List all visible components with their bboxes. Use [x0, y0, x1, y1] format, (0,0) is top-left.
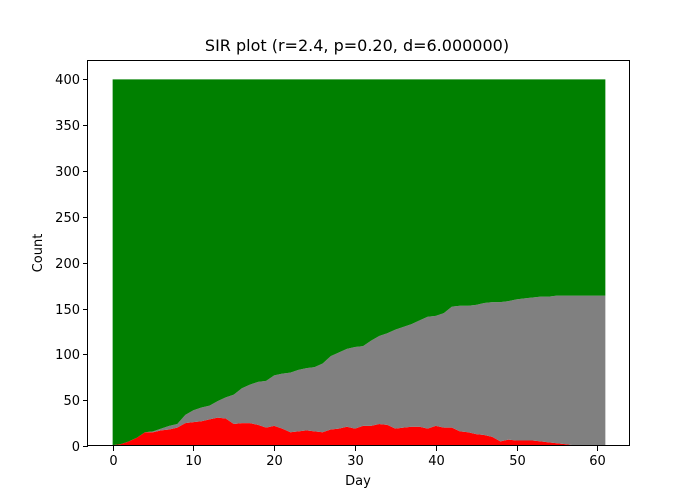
y-tick-label: 0 — [72, 440, 80, 455]
y-tick-label: 250 — [55, 211, 80, 226]
x-tick-label: 30 — [347, 454, 364, 469]
stacked-areas — [112, 79, 606, 446]
y-tick-label: 300 — [55, 165, 80, 180]
x-axis-label: Day — [345, 474, 371, 489]
y-axis-label: Count — [31, 234, 46, 273]
area-susceptible — [112, 79, 606, 446]
area-infected — [112, 417, 606, 446]
x-tick-label: 10 — [185, 454, 202, 469]
x-tick-label: 40 — [428, 454, 445, 469]
y-tick-label: 400 — [55, 73, 80, 88]
y-tick-label: 350 — [55, 119, 80, 134]
y-tick-label: 100 — [55, 348, 80, 363]
y-tick-label: 150 — [55, 303, 80, 318]
x-tick-label: 60 — [589, 454, 606, 469]
y-tick-label: 200 — [55, 257, 80, 272]
x-axis-ticks: 0 10 20 30 40 50 60 — [109, 446, 606, 469]
y-axis-ticks: 0 50 100 150 200 250 300 350 400 — [55, 73, 88, 455]
plot-frame — [87, 60, 630, 446]
y-tick-label: 50 — [63, 394, 80, 409]
x-tick-label: 50 — [509, 454, 526, 469]
area-recovered — [112, 295, 606, 446]
chart-title: SIR plot (r=2.4, p=0.20, d=6.000000) — [205, 36, 509, 55]
x-tick-label: 0 — [109, 454, 117, 469]
x-tick-label: 20 — [266, 454, 283, 469]
